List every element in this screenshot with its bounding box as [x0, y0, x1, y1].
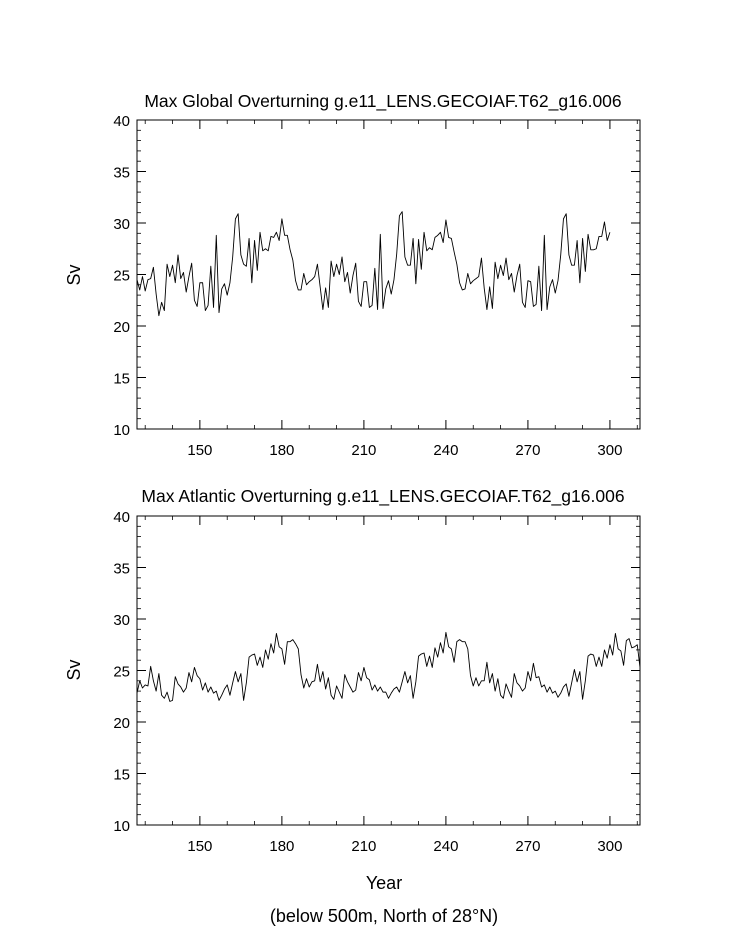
y-tick-label: 35	[113, 561, 130, 578]
y-tick-label: 30	[113, 216, 130, 233]
series-line	[136, 211, 611, 317]
x-tick-label: 150	[187, 442, 212, 459]
plot-frame	[136, 119, 641, 430]
y-tick-label: 20	[113, 715, 130, 732]
footnote: (below 500m, North of 28°N)	[270, 906, 498, 926]
y-tick-label: 20	[113, 319, 130, 336]
x-tick-label: 150	[187, 838, 212, 855]
x-tick-label: 180	[269, 442, 294, 459]
plot-frame	[136, 515, 641, 826]
y-tick-label: 15	[113, 371, 130, 388]
y-tick-label: 40	[113, 509, 130, 526]
chart-title: Max Global Overturning g.e11_LENS.GECOIA…	[144, 91, 621, 112]
x-tick-label: 240	[433, 838, 458, 855]
y-tick-label: 35	[113, 165, 130, 182]
y-tick-label: 25	[113, 664, 130, 681]
y-tick-label: 25	[113, 268, 130, 285]
y-axis-label: Sv	[64, 659, 84, 680]
y-tick-label: 30	[113, 612, 130, 629]
x-axis-label: Year	[366, 873, 402, 893]
x-tick-label: 180	[269, 838, 294, 855]
x-tick-label: 300	[597, 442, 622, 459]
chart-title: Max Atlantic Overturning g.e11_LENS.GECO…	[141, 486, 624, 507]
x-tick-label: 240	[433, 442, 458, 459]
y-tick-label: 15	[113, 767, 130, 784]
atlantic-overturning-chart: 10 15 20 25 30 35 40 150 180 210 240 270 300	[113, 509, 641, 855]
x-tick-label: 270	[515, 838, 540, 855]
y-tick-label: 10	[113, 422, 130, 439]
x-tick-label: 270	[515, 442, 540, 459]
y-tick-label: 10	[113, 818, 130, 835]
x-tick-label: 300	[597, 838, 622, 855]
global-overturning-chart: 10 15 20 25 30 35 40 150 180 210 240 270 300	[113, 113, 641, 459]
series-line	[136, 631, 641, 702]
y-tick-label: 40	[113, 113, 130, 130]
x-tick-label: 210	[351, 838, 376, 855]
y-axis-label: Sv	[64, 264, 84, 285]
x-tick-label: 210	[351, 442, 376, 459]
